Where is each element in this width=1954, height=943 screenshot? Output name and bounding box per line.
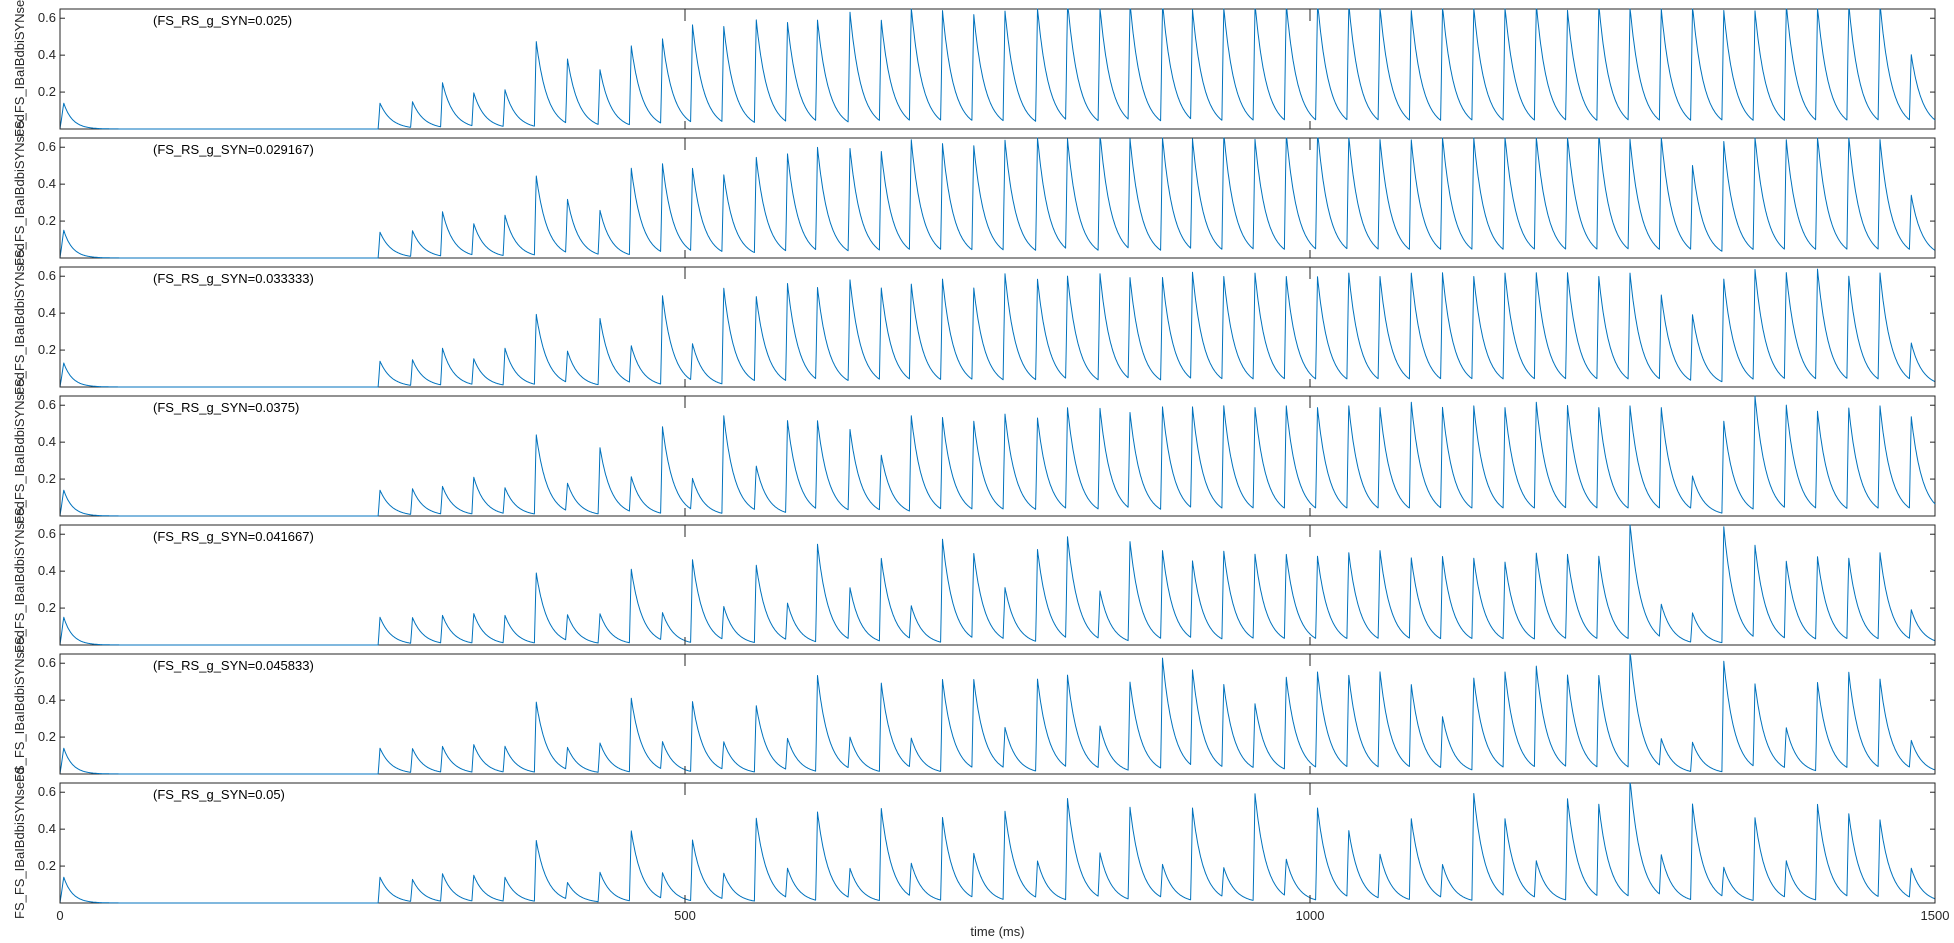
trace-line — [59, 524, 1936, 646]
y-tick-label: 0.2 — [38, 858, 56, 873]
y-tick-label: 0.2 — [38, 342, 56, 357]
y-tick-label: 0.4 — [38, 821, 56, 836]
panel-frame — [59, 137, 1936, 259]
y-tick-label: 0.6 — [38, 268, 56, 283]
x-tick-label: 1000 — [1296, 908, 1325, 923]
trace-line — [59, 137, 1936, 259]
trace-line — [59, 395, 1936, 517]
trace-line — [59, 8, 1936, 130]
y-tick-label: 0.4 — [38, 47, 56, 62]
panel-5: 0.2 0.4 0.6 (FS_RS_g_SYN=0.041667) FS_FS_IBa… — [12, 501, 1936, 653]
y-tick-label: 0.6 — [38, 784, 56, 799]
panel-frame — [59, 653, 1936, 775]
y-tick-label: 0.2 — [38, 729, 56, 744]
panel-1: 0.2 0.4 0.6 (FS_RS_g_SYN=0.025) FS_FS_IBaIBd… — [12, 0, 1936, 137]
panel-frame — [59, 782, 1936, 904]
y-axis-label: FS_FS_IBaIBdbiSYNseed — [12, 243, 27, 395]
y-axis-label: FS_FS_IBaIBdbiSYNseed — [12, 372, 27, 524]
trace-line — [59, 782, 1936, 904]
panel-title: (FS_RS_g_SYN=0.025) — [153, 13, 292, 28]
x-axis-ticks: 0 500 1000 1500 — [56, 908, 1949, 923]
panel-2: 0.2 0.4 0.6 (FS_RS_g_SYN=0.029167) FS_FS_IBa… — [12, 114, 1936, 266]
y-tick-label: 0.2 — [38, 600, 56, 615]
x-tick-label: 500 — [674, 908, 696, 923]
panel-frame — [59, 8, 1936, 130]
panels-layer: 0.2 0.4 0.6 (FS_RS_g_SYN=0.025) FS_FS_IBaIBd… — [12, 0, 1936, 919]
y-tick-label: 0.2 — [38, 213, 56, 228]
y-axis-label: FS_FS_IBaIBdbiSYNseed — [12, 501, 27, 653]
y-tick-label: 0.2 — [38, 471, 56, 486]
y-tick-label: 0.6 — [38, 526, 56, 541]
y-tick-label: 0.6 — [38, 139, 56, 154]
panel-title: (FS_RS_g_SYN=0.05) — [153, 787, 285, 802]
y-tick-label: 0.4 — [38, 305, 56, 320]
x-axis-label: time (ms) — [970, 924, 1024, 939]
panel-title: (FS_RS_g_SYN=0.029167) — [153, 142, 314, 157]
y-axis-label: FS_FS_IBaIBdbiSYNseed — [12, 114, 27, 266]
y-tick-label: 0.4 — [38, 563, 56, 578]
panel-title: (FS_RS_g_SYN=0.0375) — [153, 400, 299, 415]
y-axis-label: FS_FS_IBaIBdbiSYNseed — [12, 767, 27, 919]
panel-frame — [59, 395, 1936, 517]
panel-frame — [59, 524, 1936, 646]
x-tick-label: 0 — [56, 908, 63, 923]
trace-line — [59, 268, 1936, 388]
y-tick-label: 0.4 — [38, 692, 56, 707]
trace-line — [59, 653, 1936, 775]
y-axis-label: FS_FS_IBaIBdbiSYNseed — [12, 0, 27, 137]
panel-4: 0.2 0.4 0.6 (FS_RS_g_SYN=0.0375) FS_FS_IBaIB… — [12, 372, 1936, 524]
panel-3: 0.2 0.4 0.6 (FS_RS_g_SYN=0.033333) FS_FS_IBa… — [12, 243, 1936, 395]
panel-frame — [59, 266, 1936, 388]
panel-title: (FS_RS_g_SYN=0.041667) — [153, 529, 314, 544]
y-tick-label: 0.2 — [38, 84, 56, 99]
y-tick-label: 0.4 — [38, 434, 56, 449]
panel-title: (FS_RS_g_SYN=0.045833) — [153, 658, 314, 673]
y-tick-label: 0.6 — [38, 397, 56, 412]
y-tick-label: 0.6 — [38, 655, 56, 670]
y-tick-label: 0.4 — [38, 176, 56, 191]
y-axis-label: FS_FS_IBaIBdbiSYNseed — [12, 630, 27, 782]
panel-6: 0.2 0.4 0.6 (FS_RS_g_SYN=0.045833) FS_FS_IBa… — [12, 630, 1936, 782]
x-tick-label: 1500 — [1921, 908, 1950, 923]
panel-7: 0.2 0.4 0.6 (FS_RS_g_SYN=0.05) FS_FS_IBaIBdb… — [12, 767, 1936, 919]
y-tick-label: 0.6 — [38, 10, 56, 25]
panel-title: (FS_RS_g_SYN=0.033333) — [153, 271, 314, 286]
